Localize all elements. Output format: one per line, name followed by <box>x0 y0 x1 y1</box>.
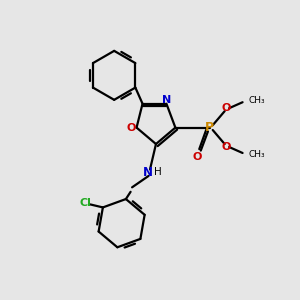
Text: N: N <box>142 166 153 179</box>
Text: CH₃: CH₃ <box>248 96 265 105</box>
Text: O: O <box>127 123 136 133</box>
Text: N: N <box>162 94 171 104</box>
Text: O: O <box>221 142 231 152</box>
Text: P: P <box>205 121 214 134</box>
Text: Cl: Cl <box>79 198 91 208</box>
Text: CH₃: CH₃ <box>248 150 265 159</box>
Text: O: O <box>221 103 231 113</box>
Text: H: H <box>154 167 162 177</box>
Text: O: O <box>193 152 202 162</box>
